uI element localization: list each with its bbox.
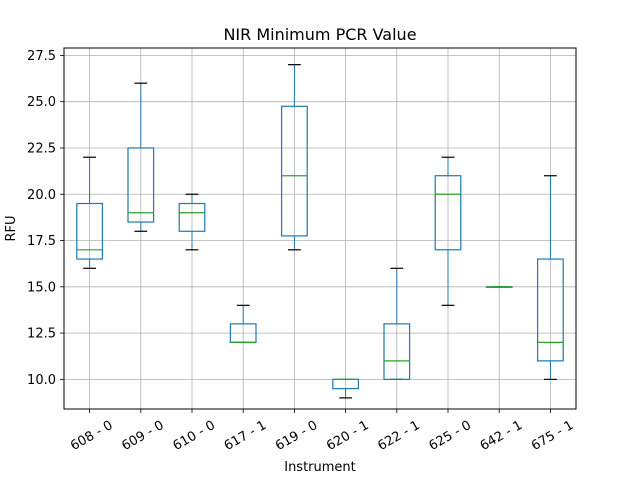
x-tick-label: 619 - 0 [273,418,320,454]
box-608-0 [76,156,104,269]
x-tick-label: 622 - 1 [375,418,422,454]
box-619-0 [281,64,308,251]
x-tick-label: 608 - 0 [68,418,115,454]
boxes-layer [76,64,564,399]
y-tick-label: 15.0 [27,280,56,295]
iqr-box [536,258,564,362]
box-620-1 [332,378,359,399]
iqr-box [434,175,462,251]
x-tick-label: 625 - 0 [427,418,474,454]
y-tick-label: 10.0 [27,373,56,388]
y-axis-label: RFU [4,215,19,241]
y-tick-label: 12.5 [27,327,56,342]
y-tick-label: 22.5 [27,141,56,156]
iqr-box [178,202,206,232]
y-axis: 10.0 12.5 15.0 17.5 20.0 22.5 25.0 27.5 [27,49,64,388]
box-610-0 [178,193,206,251]
box-642-1 [485,286,513,288]
x-tick-label: 675 - 1 [529,418,576,454]
chart-title: NIR Minimum PCR Value [223,25,416,44]
x-tick-label: 617 - 1 [222,418,269,454]
box-675-1 [536,175,564,380]
iqr-box [127,147,155,223]
x-tick-label: 609 - 0 [119,418,166,454]
y-tick-label: 25.0 [27,95,56,110]
y-tick-label: 27.5 [27,49,56,64]
box-609-0 [127,82,155,232]
x-tick-label: 620 - 1 [324,418,371,454]
iqr-box [281,105,308,237]
box-617-1 [229,304,257,343]
iqr-box [76,202,104,260]
x-tick-label: 610 - 0 [171,418,218,454]
iqr-box [383,323,411,380]
box-625-0 [434,156,462,306]
x-tick-label: 642 - 1 [478,418,525,454]
y-tick-label: 20.0 [27,188,56,203]
x-axis-label: Instrument [284,460,356,475]
x-axis: 608 - 0 609 - 0 610 - 0 617 - 1 619 - 0 620 -… [68,409,576,454]
y-tick-label: 17.5 [27,234,56,249]
box-622-1 [383,267,411,380]
plot-frame [63,47,577,410]
